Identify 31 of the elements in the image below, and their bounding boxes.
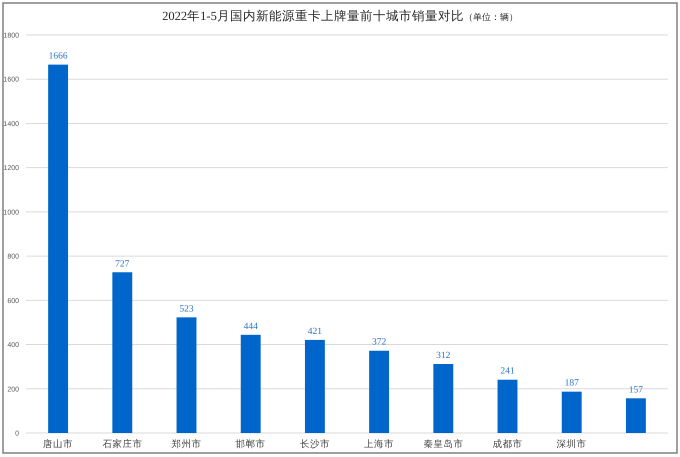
data-label: 187: [564, 378, 580, 389]
data-label: 157: [628, 385, 644, 396]
chart-title: 2022年1-5月国内新能源重卡上牌量前十城市销量对比: [162, 9, 464, 23]
bar: [626, 398, 646, 433]
bar: [240, 334, 261, 433]
data-label: 421: [308, 326, 322, 337]
bar: [304, 340, 325, 433]
x-tick-label: 邯郸市: [236, 438, 266, 450]
x-tick-label: 成都市: [492, 438, 522, 450]
data-label: 727: [115, 259, 130, 270]
x-tick-label: 深圳市: [556, 438, 587, 450]
bar: [48, 64, 68, 433]
data-label: 523: [179, 304, 194, 314]
x-tick-label: 上海市: [364, 438, 394, 450]
chart-subtitle: （单位：辆）: [464, 12, 518, 22]
data-label: 241: [500, 366, 515, 377]
bar: [112, 272, 132, 433]
x-tick-label: 秦皇岛市: [423, 438, 464, 450]
x-tick-label: 郑州市: [172, 438, 202, 450]
data-label: 444: [244, 322, 258, 332]
x-tick-label: 长沙市: [300, 438, 330, 450]
bar: [176, 317, 196, 433]
x-tick-label: 唐山市: [43, 438, 74, 450]
data-label: 1666: [48, 52, 68, 62]
bar: [498, 380, 518, 433]
data-label: 312: [436, 351, 451, 362]
bar: [369, 350, 390, 433]
x-tick-label: 石家庄市: [102, 438, 142, 450]
bar: [433, 364, 454, 433]
bar: [562, 392, 582, 433]
data-label: 372: [372, 338, 386, 348]
